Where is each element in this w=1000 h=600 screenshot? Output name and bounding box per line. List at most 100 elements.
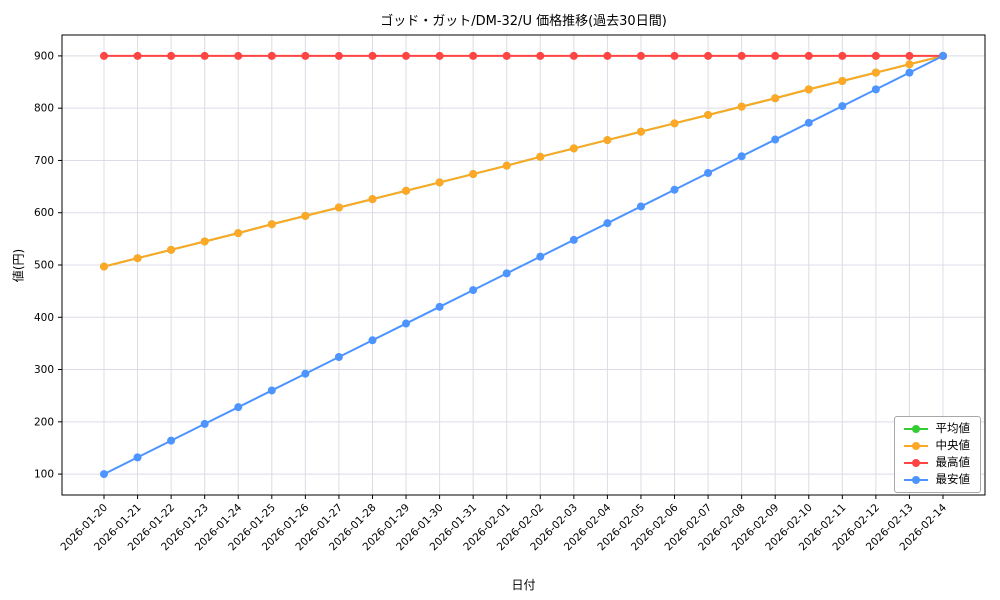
data-point [368,51,377,60]
data-point [871,51,880,60]
data-point [905,51,914,60]
data-point [200,237,209,246]
legend-label: 最高値 [935,455,971,470]
data-point [368,336,377,345]
y-tick-label: 100 [34,469,54,481]
data-point [569,235,578,244]
data-point [167,51,176,60]
data-point [301,369,310,378]
data-point [435,178,444,187]
series-中央値 [100,51,947,271]
legend-item: 中央値 [903,438,971,453]
data-point [334,353,343,361]
data-point [435,302,444,311]
legend-label: 最安値 [935,472,971,487]
data-point [402,319,411,328]
data-point [200,51,209,60]
data-point [200,419,209,428]
legend-item: 最安値 [903,472,971,487]
data-point [100,51,108,60]
y-tick-label: 600 [34,207,54,219]
legend-line-marker-icon [903,476,928,484]
data-point [402,186,411,195]
data-point [804,85,813,94]
x-axis-label: 日付 [511,578,536,592]
legend-line-marker-icon [903,442,928,450]
data-point [670,51,679,60]
data-point [704,51,713,60]
data-point [939,51,947,60]
legend: 平均値中央値最高値最安値 [893,416,981,493]
data-point [536,51,545,60]
data-point [636,127,645,136]
y-tick-label: 700 [34,155,54,167]
data-point [469,170,478,179]
data-point [704,169,713,177]
data-point [234,229,243,238]
legend-item: 平均値 [903,421,971,436]
data-point [133,254,142,263]
legend-item: 最高値 [903,455,971,470]
data-point [502,269,511,278]
data-point [838,102,847,111]
data-point [502,161,511,170]
data-point [133,51,142,60]
x-axis-ticks: 2026-01-202026-01-212026-01-222026-01-23… [58,495,949,553]
data-point [435,51,444,60]
data-point [905,60,914,69]
y-tick-label: 300 [34,364,54,376]
data-point [133,453,142,462]
data-point [502,51,511,60]
grid [62,35,985,495]
data-point [536,152,545,161]
data-point [100,262,108,271]
data-point [469,51,478,60]
data-point [871,68,880,77]
data-point [267,220,276,229]
data-point [636,51,645,60]
series-最高値 [100,51,947,60]
data-point [100,470,108,479]
data-point [402,51,411,60]
data-point [603,219,612,228]
data-point [569,144,578,153]
data-point [167,436,176,445]
data-point [234,403,243,412]
legend-line-marker-icon [903,425,928,433]
data-point [838,77,847,85]
data-point [771,51,780,60]
data-point [536,252,545,261]
data-point [267,386,276,395]
data-point [368,195,377,204]
data-point [234,51,243,60]
y-tick-label: 400 [34,312,54,324]
data-point [737,152,746,161]
data-point [670,119,679,128]
data-point [301,211,310,220]
data-point [704,110,713,119]
data-point [804,51,813,60]
legend-label: 中央値 [935,438,971,453]
data-point [670,185,679,194]
data-point [804,118,813,127]
y-tick-label: 900 [34,50,54,62]
data-point [569,51,578,60]
data-point [838,51,847,60]
data-point [301,51,310,60]
data-point [267,51,276,60]
chart-title: ゴッド・ガット/DM-32/U 価格推移(過去30日間) [380,14,667,29]
data-point [771,94,780,103]
data-point [737,51,746,60]
data-point [737,102,746,111]
data-point [905,68,914,77]
data-point [871,85,880,94]
y-tick-label: 800 [34,103,54,115]
legend-label: 平均値 [935,421,971,436]
data-point [603,136,612,145]
data-point [771,135,780,144]
data-point [469,286,478,295]
data-point [334,51,343,60]
data-point [167,245,176,254]
